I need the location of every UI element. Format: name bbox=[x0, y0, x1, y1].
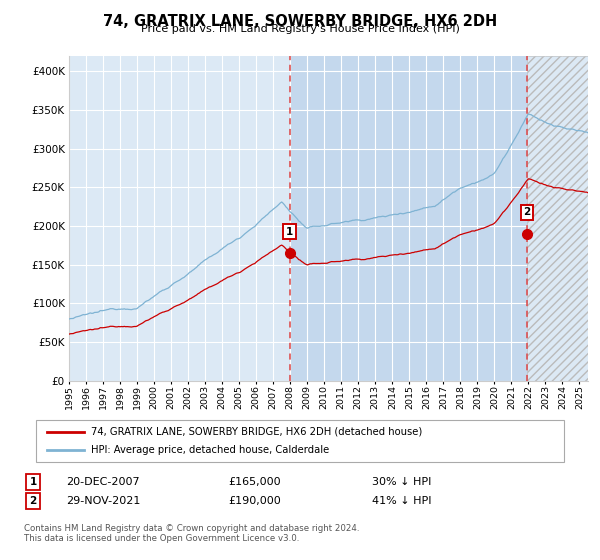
Text: 30% ↓ HPI: 30% ↓ HPI bbox=[372, 477, 431, 487]
Text: 2: 2 bbox=[523, 207, 530, 217]
Text: Price paid vs. HM Land Registry's House Price Index (HPI): Price paid vs. HM Land Registry's House … bbox=[140, 24, 460, 34]
Text: HPI: Average price, detached house, Calderdale: HPI: Average price, detached house, Cald… bbox=[91, 445, 329, 455]
Text: 41% ↓ HPI: 41% ↓ HPI bbox=[372, 496, 431, 506]
Text: 29-NOV-2021: 29-NOV-2021 bbox=[66, 496, 140, 506]
Text: 2: 2 bbox=[29, 496, 37, 506]
Text: 74, GRATRIX LANE, SOWERBY BRIDGE, HX6 2DH (detached house): 74, GRATRIX LANE, SOWERBY BRIDGE, HX6 2D… bbox=[91, 427, 422, 437]
Text: £190,000: £190,000 bbox=[228, 496, 281, 506]
Bar bbox=[290, 56, 527, 381]
Text: 74, GRATRIX LANE, SOWERBY BRIDGE, HX6 2DH: 74, GRATRIX LANE, SOWERBY BRIDGE, HX6 2D… bbox=[103, 14, 497, 29]
Text: 1: 1 bbox=[29, 477, 37, 487]
Text: 1: 1 bbox=[286, 227, 293, 236]
Text: £165,000: £165,000 bbox=[228, 477, 281, 487]
Text: Contains HM Land Registry data © Crown copyright and database right 2024.
This d: Contains HM Land Registry data © Crown c… bbox=[24, 524, 359, 543]
Text: 20-DEC-2007: 20-DEC-2007 bbox=[66, 477, 140, 487]
FancyBboxPatch shape bbox=[36, 420, 564, 462]
